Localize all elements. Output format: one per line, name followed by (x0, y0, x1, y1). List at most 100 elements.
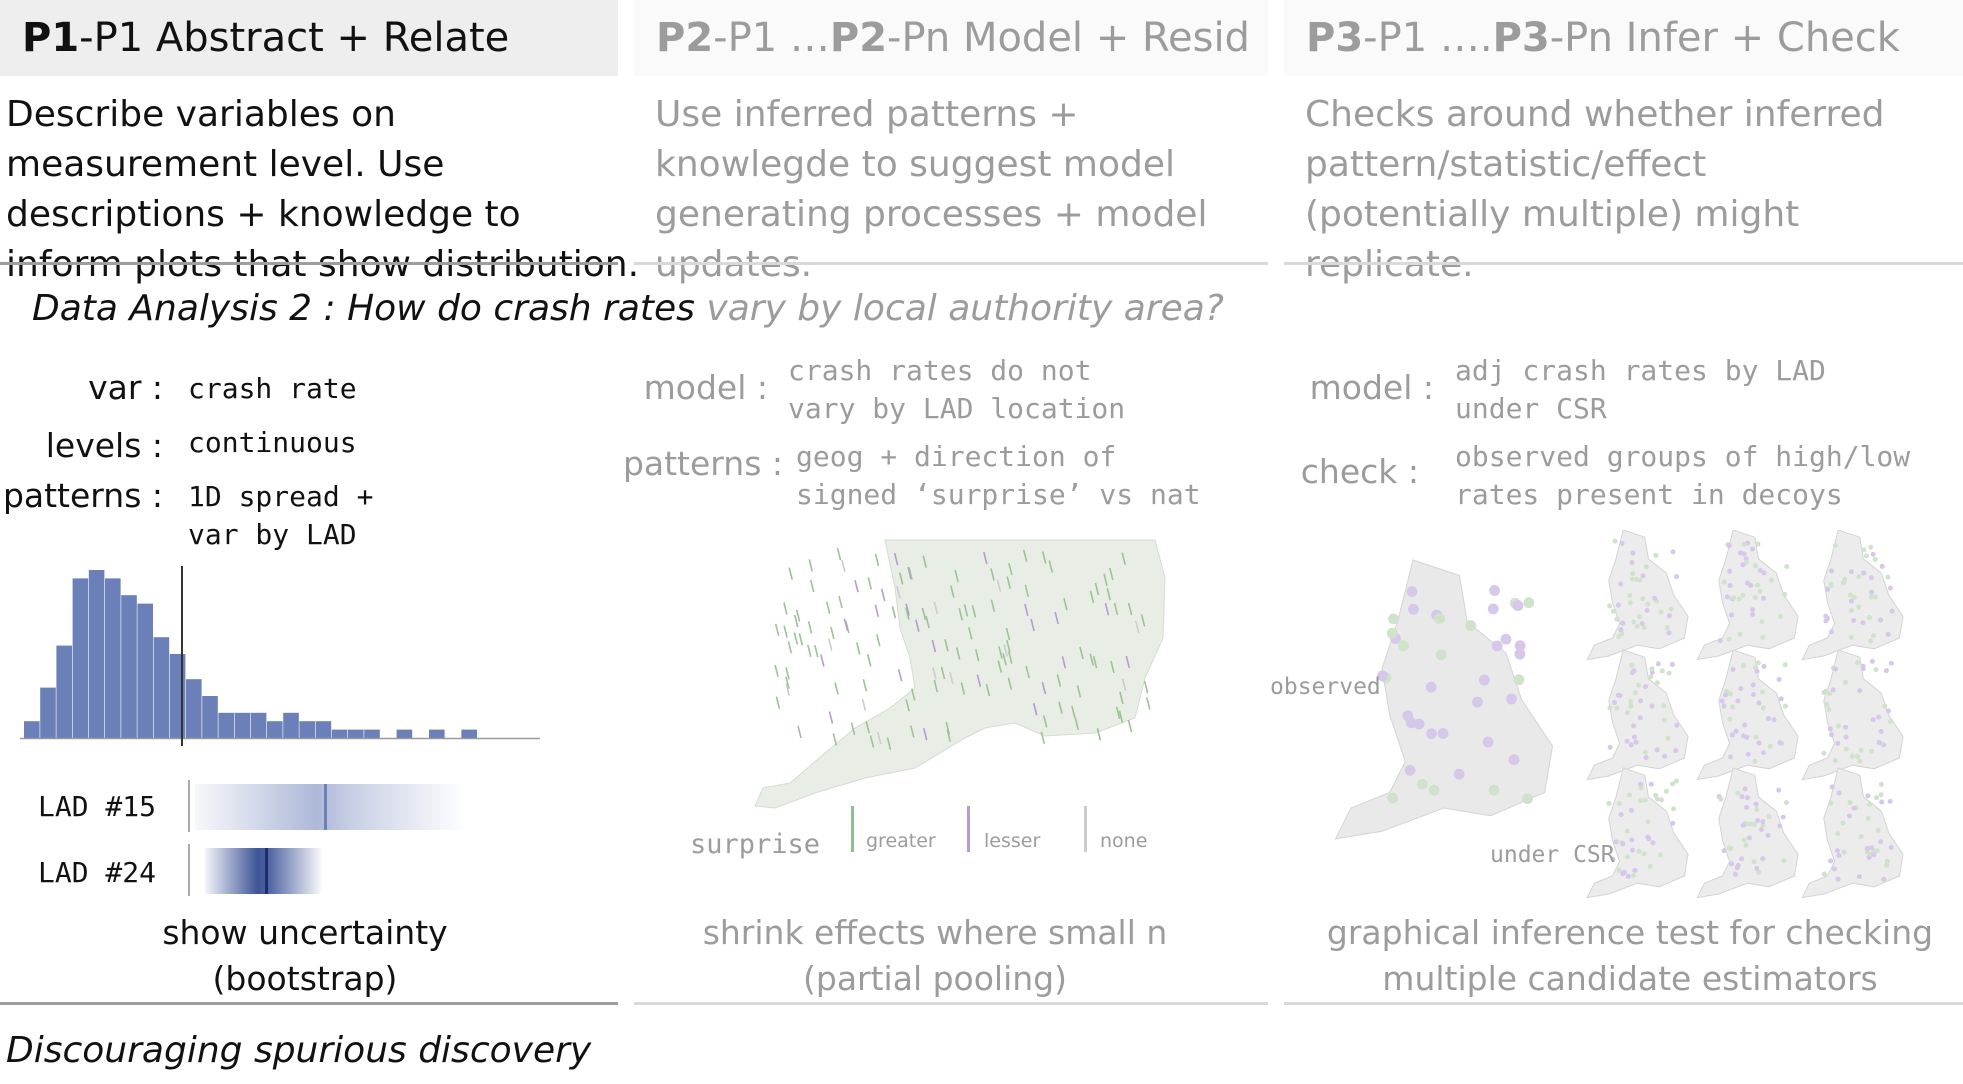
map-cell (1869, 589, 1875, 595)
map-cell (1624, 738, 1630, 744)
map-cell (1670, 820, 1676, 826)
map-cell (1741, 541, 1747, 547)
surprise-glyph (788, 567, 793, 580)
map-cell (1748, 582, 1754, 588)
decoy-map (1801, 767, 1904, 899)
map-cell (1649, 669, 1655, 676)
map-cell (1740, 592, 1746, 598)
map-cell (1620, 841, 1626, 847)
map-cell (1637, 577, 1643, 583)
surprise-glyph (1002, 653, 1007, 666)
map-cell (1614, 705, 1620, 711)
map-cell (1824, 702, 1830, 708)
map-cell (1435, 649, 1447, 661)
surprise-glyph (874, 604, 880, 618)
map-cell (1760, 705, 1766, 711)
map-cell (1739, 794, 1745, 800)
map-cell (1620, 871, 1626, 877)
map-cell (1644, 607, 1650, 613)
map-cell (1744, 795, 1750, 801)
map-cell (1514, 648, 1526, 660)
map-cell (1649, 666, 1655, 672)
map-cell (1645, 819, 1651, 825)
map-cell (1642, 797, 1648, 803)
map-cell (1751, 858, 1757, 864)
map-cell (1885, 574, 1891, 580)
map-cell (1655, 661, 1661, 667)
map-cell (1721, 848, 1727, 854)
surprise-glyph (1127, 719, 1133, 733)
map-cell (1618, 627, 1624, 633)
surprise-glyph (865, 721, 870, 734)
map-cell (1829, 732, 1835, 738)
map-cell (1628, 698, 1634, 704)
map-cell (1780, 814, 1786, 820)
surprise-glyph (1032, 703, 1038, 716)
map-outline (1696, 649, 1799, 781)
map-cell (1865, 815, 1871, 821)
map-cell (1868, 638, 1874, 644)
map-cell (1870, 633, 1876, 639)
surprise-glyph (958, 607, 963, 621)
surprise-glyph (931, 639, 937, 653)
map-cell (1870, 717, 1876, 723)
map-cell (1661, 703, 1667, 709)
surprise-glyph (896, 586, 901, 599)
map-cell (1434, 613, 1446, 624)
map-cell (1872, 556, 1878, 562)
map-cell (1625, 854, 1631, 860)
south-england-region (754, 539, 1166, 809)
map-cell (1884, 858, 1890, 864)
header-p2-title: -Pn Model + Resid (887, 15, 1250, 61)
p1-patterns-value: 1D spread + var by LAD (188, 480, 374, 551)
surprise-glyph (950, 585, 955, 598)
surprise-glyph (1058, 701, 1063, 714)
map-cell (1472, 696, 1483, 708)
surprise-glyph (876, 634, 881, 647)
surprise-glyph (862, 679, 868, 692)
map-cell (1661, 717, 1667, 723)
histogram-bar (202, 696, 218, 738)
map-cell (1629, 847, 1636, 853)
map-cell (1767, 743, 1773, 749)
map-cell (1523, 597, 1535, 609)
surprise-glyph (1041, 551, 1047, 564)
surprise-glyph (891, 606, 897, 619)
analysis-question: Data Analysis 2 : How do crash rates var… (32, 288, 1224, 329)
map-cell (1750, 611, 1756, 617)
surprise-glyph (905, 699, 910, 712)
lad15-label: LAD #15 (38, 790, 157, 823)
histogram-bar (218, 712, 234, 738)
map-cell (1630, 571, 1636, 577)
p3-check-value: observed groups of high/low rates presen… (1455, 440, 1911, 511)
map-cell (1827, 726, 1833, 732)
surprise-glyph (807, 644, 812, 658)
histogram-bar (396, 729, 413, 738)
map-cell (1487, 603, 1499, 615)
map-cell (1386, 627, 1398, 639)
map-cell (1648, 781, 1654, 787)
map-cell (1777, 823, 1783, 829)
map-outline (1586, 649, 1689, 781)
surprise-glyph (1005, 627, 1011, 641)
map-cell (1757, 568, 1763, 574)
map-cell (1641, 625, 1647, 631)
map-cell (1654, 680, 1660, 686)
map-cell (1831, 866, 1838, 872)
surprise-glyph (990, 568, 995, 581)
map-cell (1671, 806, 1677, 812)
surprise-glyph (898, 572, 904, 585)
map-cell (1637, 798, 1644, 804)
p3-model-value: adj crash rates by LAD under CSR (1455, 354, 1826, 425)
histogram-bar (56, 645, 72, 738)
desc-p2: Use inferred patterns + knowlegde to sug… (655, 94, 1208, 285)
surprise-glyph (774, 623, 780, 636)
map-cell (1640, 573, 1646, 579)
surprise-glyph (1063, 597, 1068, 611)
decoy-map (1801, 530, 1904, 661)
map-cell (1885, 631, 1891, 637)
map-cell (1628, 807, 1634, 813)
map-cell (1848, 634, 1854, 640)
surprise-glyph (908, 567, 913, 580)
surprise-glyph (1071, 705, 1076, 718)
